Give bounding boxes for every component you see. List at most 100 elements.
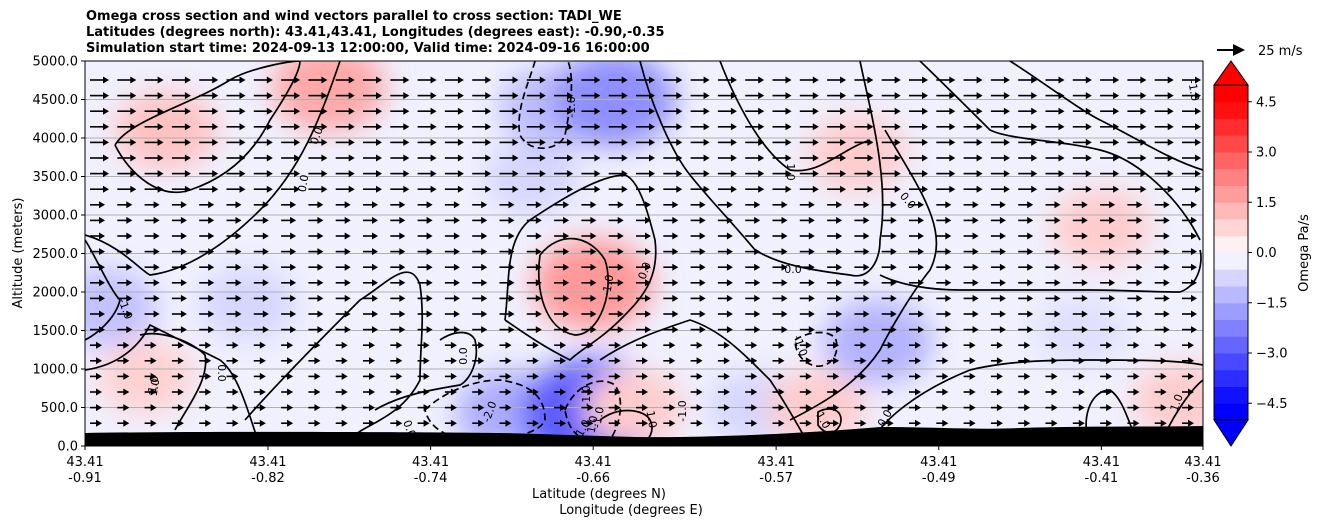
wind-arrow — [335, 310, 351, 318]
wind-arrow — [1127, 388, 1140, 396]
wind-arrow — [881, 310, 897, 318]
wind-arrow — [690, 357, 703, 365]
wind-arrow — [690, 123, 710, 131]
colorbar-segment — [1214, 353, 1248, 371]
wind-arrow — [854, 123, 874, 131]
wind-arrow — [253, 326, 269, 334]
wind-arrow — [554, 170, 574, 178]
wind-arrow — [799, 232, 815, 240]
terrain — [85, 426, 1203, 446]
wind-arrow — [417, 372, 430, 380]
wind-arrow — [1127, 294, 1143, 302]
wind-arrow — [1018, 107, 1038, 115]
contour-label: 0.0 — [636, 260, 654, 281]
wind-arrow — [499, 248, 515, 256]
wind-arrow — [963, 419, 976, 427]
wind-arrow — [936, 248, 952, 256]
wind-arrow — [335, 216, 351, 224]
wind-arrow — [881, 123, 901, 131]
wind-arrow — [308, 248, 324, 256]
wind-arrow — [499, 216, 515, 224]
wind-arrow — [1072, 326, 1088, 334]
wind-arrow — [90, 294, 105, 302]
x-tick-label-lat: 43.41 — [1184, 455, 1221, 470]
wind-arrow — [444, 294, 460, 302]
wind-arrow — [1100, 341, 1113, 349]
wind-arrow — [690, 248, 706, 256]
wind-arrow — [90, 263, 105, 271]
wind-arrow — [636, 76, 655, 84]
wind-arrow — [827, 123, 847, 131]
wind-arrow — [772, 170, 792, 178]
wind-arrow — [90, 248, 105, 256]
wind-arrow — [909, 341, 921, 349]
wind-arrow — [472, 294, 488, 302]
wind-arrow — [608, 123, 628, 131]
wind-arrow — [909, 372, 921, 380]
wind-arrow — [90, 123, 109, 131]
wind-arrow — [335, 123, 355, 131]
wind-arrow — [963, 341, 976, 349]
wind-arrow — [253, 232, 269, 240]
wind-arrow — [1182, 357, 1194, 365]
wind-arrow — [554, 294, 570, 302]
wind-arrow — [117, 154, 137, 162]
wind-arrow — [1045, 341, 1058, 349]
wind-arrow — [745, 310, 761, 318]
wind-arrow — [499, 419, 512, 427]
wind-arrow — [663, 263, 679, 271]
wind-arrow — [363, 154, 382, 162]
wind-arrow — [554, 372, 567, 380]
contour-pos-1 — [537, 237, 609, 336]
wind-arrow — [363, 341, 375, 349]
x-tick-label-lat: 43.41 — [920, 455, 957, 470]
wind-arrow — [717, 326, 733, 334]
wind-arrow — [117, 310, 133, 318]
wind-arrow — [1072, 216, 1088, 224]
wind-arrow — [636, 419, 648, 427]
wind-arrow — [772, 123, 792, 131]
wind-arrow — [881, 263, 897, 271]
wind-arrow — [1072, 138, 1092, 146]
colorbar-segment — [1214, 85, 1248, 103]
wind-arrow — [1072, 232, 1088, 240]
wind-arrow — [854, 310, 870, 318]
wind-arrow — [581, 76, 601, 84]
wind-arrow — [90, 201, 105, 209]
contour-label: -1.0 — [565, 96, 578, 117]
wind-arrow — [936, 123, 956, 131]
wind-arrow — [199, 419, 212, 427]
wind-arrow — [1018, 341, 1031, 349]
wind-arrow — [417, 107, 437, 115]
wind-arrow — [1100, 419, 1113, 427]
wind-arrow — [335, 388, 348, 396]
wind-arrow — [1018, 263, 1034, 271]
contour-label: -1.0 — [590, 406, 607, 429]
wind-arrow — [253, 170, 273, 178]
wind-arrow — [472, 123, 492, 131]
wind-arrow — [1045, 248, 1061, 256]
wind-arrow — [1154, 419, 1167, 427]
wind-arrow — [144, 279, 160, 287]
wind-arrow — [963, 248, 979, 256]
wind-arrow — [608, 326, 624, 334]
wind-arrow — [199, 201, 215, 209]
wind-arrow — [881, 76, 901, 84]
wind-arrow — [772, 279, 788, 287]
wind-arrow — [990, 138, 1010, 146]
wind-arrow — [1100, 279, 1116, 287]
wind-arrow — [717, 92, 737, 100]
wind-arrow — [963, 388, 976, 396]
wind-arrow — [226, 263, 242, 271]
wind-arrow — [1100, 357, 1113, 365]
wind-arrow — [717, 107, 737, 115]
wind-arrow — [308, 123, 328, 131]
wind-arrow — [936, 388, 949, 396]
wind-arrow — [199, 341, 212, 349]
wind-arrow — [335, 404, 348, 412]
wind-arrow — [226, 123, 246, 131]
wind-arrow — [581, 216, 597, 224]
wind-arrow — [444, 107, 464, 115]
wind-arrow — [581, 310, 597, 318]
colorbar: −4.5 −3.0 −1.5 0.0 1.5 3.0 4.5 — [1213, 60, 1288, 447]
